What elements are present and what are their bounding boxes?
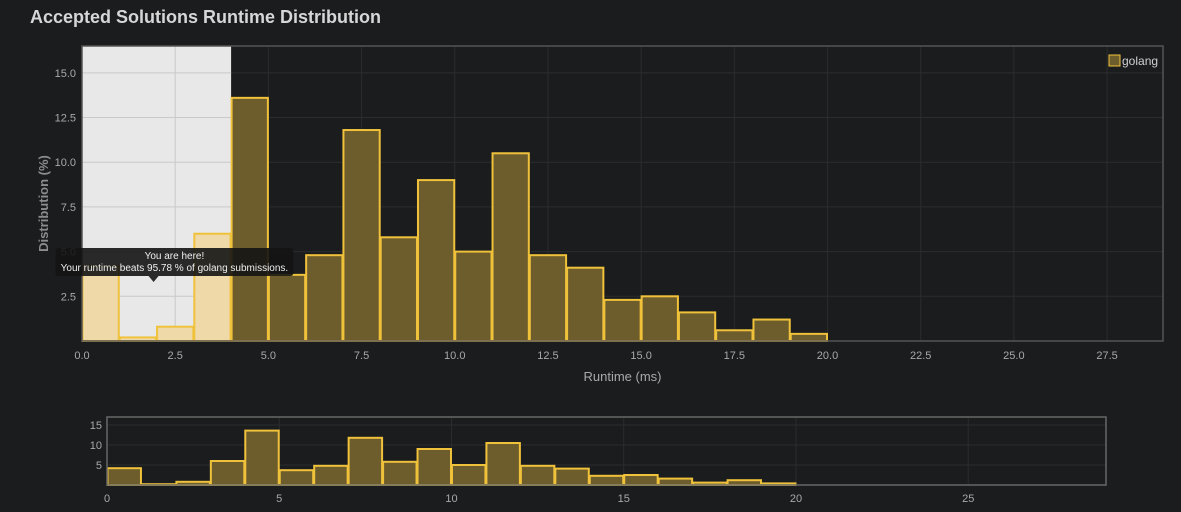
- overview-bar-8ms: [382, 460, 418, 486]
- overview-bar-17ms: [692, 481, 728, 487]
- overview-x-tick-label: 25: [962, 493, 974, 505]
- bar-5ms[interactable]: [267, 273, 307, 342]
- bar-6ms[interactable]: [305, 254, 344, 343]
- bar-17ms[interactable]: [715, 329, 754, 343]
- overview-bar-15ms: [623, 474, 659, 486]
- overview-bar-6ms: [313, 464, 349, 486]
- x-tick-label: 15.0: [630, 350, 651, 362]
- legend-swatch-golang: [1108, 54, 1121, 67]
- overview-y-tick-label: 10: [90, 440, 102, 452]
- overview-bar-2ms: [175, 480, 211, 486]
- overview-x-tick-label: 5: [276, 493, 282, 505]
- overview-x-tick-label: 15: [618, 493, 630, 505]
- overview-bar-12ms: [519, 464, 556, 486]
- bar-16ms[interactable]: [677, 311, 717, 343]
- x-tick-label: 2.5: [168, 350, 183, 362]
- overview-x-tick-labels: 0 5 10 15 20 25: [104, 493, 974, 505]
- x-tick-label: 5.0: [261, 350, 276, 362]
- overview-bar-1ms: [140, 483, 177, 487]
- y-axis-title: Distribution (%): [36, 155, 51, 252]
- bar-13ms[interactable]: [566, 266, 605, 342]
- bar-12ms[interactable]: [528, 254, 568, 343]
- x-tick-label: 0.0: [74, 350, 89, 362]
- runtime-distribution-chart[interactable]: 2.5 5.0 7.5 10.0 12.5 15.0 0.0 2.5 5.0 7.5 10.0 12…: [0, 0, 1181, 400]
- x-tick-label: 10.0: [444, 350, 465, 362]
- page-title: Accepted Solutions Runtime Distribution: [30, 7, 382, 27]
- bar-15ms[interactable]: [640, 295, 679, 343]
- overview-bar-11ms: [485, 442, 521, 486]
- bar-14ms[interactable]: [603, 298, 642, 342]
- overview-y-tick-label: 5: [96, 460, 102, 472]
- x-tick-label: 7.5: [354, 350, 369, 362]
- bar-9ms[interactable]: [416, 179, 456, 342]
- y-tick-label: 2.5: [61, 291, 76, 303]
- x-tick-label: 25.0: [1003, 350, 1024, 362]
- bar-19ms[interactable]: [789, 332, 829, 342]
- x-tick-label: 17.5: [724, 350, 745, 362]
- tooltip-arrow: [148, 276, 159, 283]
- overview-grid: [106, 417, 1106, 485]
- overview-bar-10ms: [450, 464, 487, 486]
- legend-label-golang: golang: [1122, 54, 1158, 68]
- overview-bar-9ms: [416, 448, 452, 486]
- overview-y-tick-label: 15: [90, 420, 102, 432]
- y-tick-label: 15.0: [55, 68, 76, 80]
- legend[interactable]: golang: [1108, 54, 1158, 68]
- bar-7ms[interactable]: [342, 129, 381, 342]
- bar-18ms[interactable]: [752, 318, 791, 342]
- y-tick-label: 7.5: [61, 202, 76, 214]
- bar-10ms[interactable]: [454, 250, 493, 342]
- bar-0ms[interactable]: [81, 264, 120, 342]
- overview-bar-3ms: [209, 460, 246, 486]
- overview-bars: [106, 429, 797, 487]
- overview-frame: [106, 416, 1107, 486]
- x-axis-title: Runtime (ms): [583, 369, 661, 384]
- overview-bar-14ms: [588, 474, 625, 486]
- bar-4ms[interactable]: [230, 96, 269, 343]
- overview-x-tick-label: 0: [104, 493, 110, 505]
- bar-8ms[interactable]: [379, 236, 418, 342]
- overview-bar-4ms: [244, 429, 280, 487]
- plot-frame: [81, 45, 1164, 342]
- overview-bar-18ms: [726, 479, 763, 487]
- overview-bar-0ms: [106, 467, 142, 487]
- bar-2ms[interactable]: [156, 325, 195, 342]
- tooltip-text: Your runtime beats 95.78 % of golang sub…: [61, 263, 289, 274]
- overview-bar-16ms: [657, 477, 694, 487]
- runtime-tooltip: You are here! Your runtime beats 95.78 %…: [55, 248, 294, 283]
- overview-bar-7ms: [347, 436, 384, 486]
- x-tick-label: 27.5: [1096, 350, 1117, 362]
- y-tick-label: 12.5: [55, 113, 76, 125]
- x-tick-label: 22.5: [910, 350, 931, 362]
- bar-11ms[interactable]: [491, 152, 530, 342]
- overview-x-tick-label: 10: [445, 493, 457, 505]
- x-tick-labels: 0.0 2.5 5.0 7.5 10.0 12.5 15.0 17.5 20.0 22.5 25.0…: [74, 350, 1117, 362]
- overview-y-tick-labels: 5 10 15: [90, 420, 102, 472]
- tooltip-box: [55, 248, 294, 277]
- overview-bar-13ms: [554, 467, 590, 487]
- tooltip-heading: You are here!: [145, 251, 205, 262]
- overview-bar-19ms: [761, 482, 797, 486]
- x-tick-label: 12.5: [537, 350, 558, 362]
- overview-bar-5ms: [278, 469, 315, 487]
- x-tick-label: 20.0: [817, 350, 838, 362]
- overview-x-tick-label: 20: [790, 493, 802, 505]
- y-tick-label: 10.0: [55, 157, 76, 169]
